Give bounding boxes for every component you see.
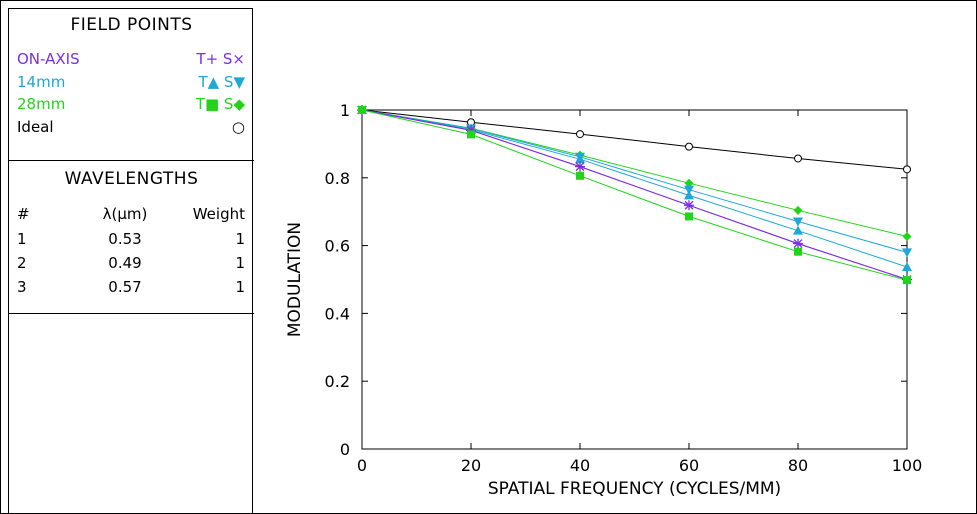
- field-point-symbols: T+ S×: [196, 50, 245, 68]
- data-point: [794, 154, 802, 163]
- data-point: [794, 247, 802, 256]
- wavelength-header-lambda: λ(μm): [102, 205, 148, 223]
- x-tick-label: 60: [679, 456, 699, 475]
- y-axis-label: MODULATION: [285, 222, 305, 337]
- y-tick-label: 1: [340, 101, 350, 120]
- wavelength-weight: 1: [235, 230, 245, 248]
- divider: [9, 313, 254, 314]
- series-line: [361, 109, 908, 280]
- mtf-chart: 0 20 40 60 80 100 0 0.2 0.4 0.6 0.8 1 SPATIAL FREQUE…: [285, 101, 923, 499]
- data-point: [902, 231, 912, 241]
- wavelength-header-row: # λ(μm) Weight: [17, 205, 245, 225]
- series-line: [361, 109, 908, 253]
- field-point-label: 28mm: [17, 95, 66, 113]
- data-point: [903, 165, 911, 174]
- field-point-row-28mm: 28mm T■ S◆: [17, 95, 245, 115]
- wavelengths-title: WAVELENGTHS: [64, 169, 199, 189]
- x-tick-label: 80: [788, 456, 808, 475]
- field-point-symbols: T▲ S▼: [198, 73, 245, 91]
- data-point: [902, 261, 912, 271]
- divider: [9, 160, 254, 161]
- data-point: [467, 130, 475, 139]
- y-tick-label: 0.4: [325, 304, 350, 323]
- data-point: [903, 276, 911, 285]
- wavelength-row: 3 0.57 1: [17, 278, 245, 298]
- y-tick-label: 0.2: [325, 372, 350, 391]
- wavelength-header-index: #: [17, 205, 30, 223]
- y-tick-label: 0: [340, 440, 350, 459]
- data-point: [684, 185, 694, 195]
- data-point: [793, 225, 803, 235]
- wavelength-row: 1 0.53 1: [17, 230, 245, 250]
- data-point: [685, 212, 693, 221]
- x-tick-label: 40: [570, 456, 590, 475]
- data-point: [576, 171, 584, 180]
- wavelength-index: 3: [17, 278, 27, 296]
- series-line: [361, 109, 908, 280]
- field-point-symbols: ○: [231, 118, 245, 136]
- series-line: [361, 109, 908, 268]
- field-point-row-14mm: 14mm T▲ S▼: [17, 73, 245, 93]
- wavelength-index: 2: [17, 254, 27, 272]
- data-point: [902, 248, 912, 258]
- data-point: [684, 200, 694, 210]
- wavelength-weight: 1: [235, 254, 245, 272]
- wavelength-value: 0.49: [108, 254, 142, 272]
- field-point-row-on-axis: ON-AXIS T+ S×: [17, 50, 245, 70]
- field-point-label: ON-AXIS: [17, 50, 80, 68]
- x-tick-label: 20: [461, 456, 481, 475]
- field-point-symbols: T■ S◆: [195, 95, 245, 113]
- x-tick-label: 100: [892, 456, 923, 475]
- wavelength-row: 2 0.49 1: [17, 254, 245, 274]
- wavelength-index: 1: [17, 230, 27, 248]
- x-axis-label: SPATIAL FREQUENCY (CYCLES/MM): [488, 479, 781, 499]
- field-point-row-ideal: Ideal ○: [17, 118, 245, 138]
- data-point: [793, 217, 803, 227]
- data-point: [793, 239, 803, 249]
- field-point-label: 14mm: [17, 73, 66, 91]
- data-point: [684, 178, 694, 188]
- data-point: [793, 205, 803, 215]
- series-line: [361, 109, 908, 170]
- legend-panel: FIELD POINTS ON-AXIS T+ S× 14mm T▲ S▼ 28…: [8, 8, 254, 514]
- data-point: [684, 190, 694, 200]
- wavelength-value: 0.53: [108, 230, 142, 248]
- data-point: [358, 106, 366, 114]
- wavelength-value: 0.57: [108, 278, 142, 296]
- field-points-title: FIELD POINTS: [70, 15, 193, 35]
- data-point: [576, 130, 584, 139]
- wavelength-header-weight: Weight: [192, 205, 245, 223]
- data-point: [575, 162, 585, 172]
- data-point: [685, 142, 693, 151]
- x-tick-label: 0: [357, 456, 367, 475]
- field-point-label: Ideal: [17, 118, 54, 136]
- y-tick-label: 0.6: [325, 237, 350, 256]
- data-point: [575, 154, 585, 164]
- y-tick-label: 0.8: [325, 169, 350, 188]
- wavelength-weight: 1: [235, 278, 245, 296]
- series-line: [361, 109, 908, 281]
